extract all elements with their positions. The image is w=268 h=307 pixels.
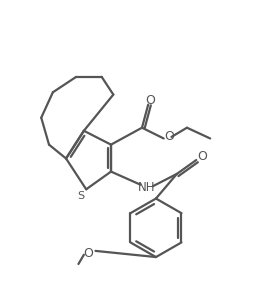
Text: O: O xyxy=(145,94,155,107)
Text: O: O xyxy=(164,130,174,143)
Text: NH: NH xyxy=(138,181,155,194)
Text: O: O xyxy=(198,150,207,163)
Text: S: S xyxy=(77,191,84,201)
Text: O: O xyxy=(84,247,94,260)
